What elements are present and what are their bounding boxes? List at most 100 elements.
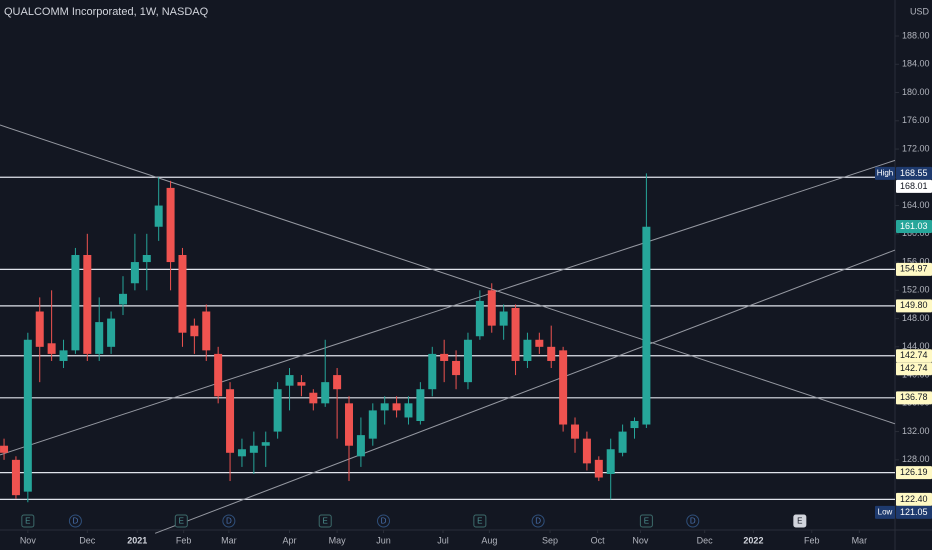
candle-body bbox=[559, 350, 568, 425]
candle-body bbox=[297, 382, 306, 386]
price-label: 168.01 bbox=[900, 181, 928, 191]
candle-body bbox=[83, 255, 92, 354]
candle-body bbox=[166, 187, 175, 263]
x-tick-label: Mar bbox=[852, 535, 868, 545]
candle-body bbox=[535, 339, 544, 347]
x-tick-label: Apr bbox=[283, 535, 297, 545]
candle-body bbox=[452, 360, 461, 376]
candle-body bbox=[475, 300, 484, 337]
trend-line bbox=[154, 249, 896, 534]
price-label: 126.19 bbox=[900, 467, 928, 477]
price-label: 154.97 bbox=[900, 264, 928, 274]
event-badge bbox=[377, 514, 391, 528]
price-label-box bbox=[896, 262, 932, 276]
candle-body bbox=[0, 445, 9, 453]
candle-body bbox=[142, 255, 151, 263]
event-label: E bbox=[25, 517, 30, 526]
candle-body bbox=[23, 339, 32, 492]
candle-body bbox=[130, 262, 139, 284]
event-label: E bbox=[323, 517, 328, 526]
event-badge bbox=[318, 514, 332, 528]
candle-body bbox=[356, 435, 365, 457]
trend-line bbox=[0, 124, 896, 425]
candle-body bbox=[380, 403, 389, 411]
price-label-box bbox=[896, 362, 932, 376]
event-badge bbox=[473, 514, 487, 528]
x-tick-label: Dec bbox=[697, 535, 714, 545]
price-tag: Low bbox=[878, 508, 893, 517]
currency: USD bbox=[910, 6, 930, 16]
candle-body bbox=[440, 353, 449, 361]
price-label: 136.78 bbox=[900, 392, 928, 402]
candle-body bbox=[571, 424, 580, 439]
candle-body bbox=[237, 449, 246, 457]
x-tick-label: Feb bbox=[176, 535, 192, 545]
candle-body bbox=[226, 389, 235, 453]
candle-body bbox=[118, 293, 127, 305]
x-tick-label: Jul bbox=[437, 535, 449, 545]
x-tick-label: Nov bbox=[632, 535, 649, 545]
candle-body bbox=[321, 382, 330, 404]
price-label: 121.05 bbox=[900, 507, 928, 517]
price-label-box bbox=[896, 349, 932, 363]
event-badge bbox=[639, 514, 653, 528]
event-label: E bbox=[797, 517, 802, 526]
y-tick-label: 180.00 bbox=[902, 87, 930, 97]
candle-body bbox=[416, 389, 425, 421]
y-tick-label: 144.00 bbox=[902, 341, 930, 351]
candle-body bbox=[249, 445, 258, 453]
price-tag-box bbox=[875, 505, 895, 519]
candle-body bbox=[428, 353, 437, 390]
candle-body bbox=[523, 339, 532, 361]
candle-body bbox=[273, 389, 282, 432]
x-tick-label: 2021 bbox=[127, 535, 147, 545]
price-label-box bbox=[896, 505, 932, 519]
candle-body bbox=[594, 459, 603, 478]
candle-body bbox=[630, 420, 639, 429]
candle-body bbox=[285, 375, 294, 386]
event-badge bbox=[174, 514, 188, 528]
event-badge bbox=[222, 514, 236, 528]
y-tick-label: 164.00 bbox=[902, 200, 930, 210]
event-label: D bbox=[226, 517, 232, 526]
y-tick-label: 160.00 bbox=[902, 228, 930, 238]
x-tick-label: Mar bbox=[221, 535, 237, 545]
candle-body bbox=[202, 311, 211, 351]
candle-body bbox=[487, 290, 496, 326]
candle-body bbox=[95, 322, 104, 354]
price-label-box bbox=[896, 166, 932, 180]
candle-body bbox=[547, 346, 556, 361]
event-label: E bbox=[477, 517, 482, 526]
price-label-box bbox=[896, 299, 932, 313]
candle-body bbox=[642, 226, 651, 425]
event-label: D bbox=[535, 517, 541, 526]
candle-body bbox=[582, 438, 591, 464]
x-tick-label: May bbox=[329, 535, 347, 545]
price-label: 149.80 bbox=[900, 300, 928, 310]
event-badge bbox=[793, 514, 807, 528]
x-tick-label: Jun bbox=[376, 535, 391, 545]
candle-body bbox=[499, 311, 508, 326]
event-label: D bbox=[73, 517, 79, 526]
event-badge bbox=[21, 514, 35, 528]
candle-body bbox=[47, 343, 56, 354]
price-label: 142.74 bbox=[900, 350, 928, 360]
price-label-box bbox=[896, 179, 932, 193]
event-badge bbox=[531, 514, 545, 528]
x-tick-label: 2022 bbox=[743, 535, 763, 545]
price-label: 168.55 bbox=[900, 168, 928, 178]
candle-body bbox=[511, 307, 520, 361]
event-label: E bbox=[644, 517, 649, 526]
price-label-box bbox=[896, 220, 932, 234]
candle-body bbox=[190, 325, 199, 337]
price-label: 142.74 bbox=[900, 363, 928, 373]
y-tick-label: 176.00 bbox=[902, 115, 930, 125]
event-badge bbox=[686, 514, 700, 528]
candle-body bbox=[71, 255, 80, 351]
y-tick-label: 156.00 bbox=[902, 256, 930, 266]
candle-body bbox=[606, 449, 615, 474]
price-label-box bbox=[896, 492, 932, 506]
candle-body bbox=[463, 339, 472, 383]
